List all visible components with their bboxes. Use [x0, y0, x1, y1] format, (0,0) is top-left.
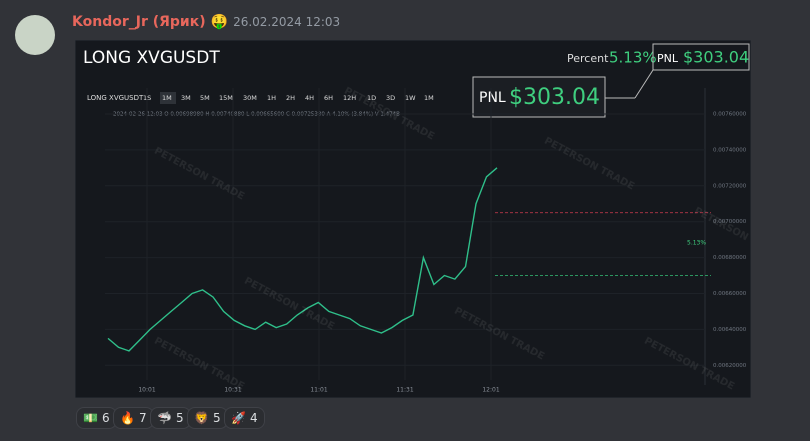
percent-tag: 5.13%	[687, 240, 706, 247]
percent-value: 5.13%	[609, 49, 657, 67]
x-tick-label: 10:31	[224, 387, 241, 394]
pnl-value: $303.04	[683, 48, 749, 67]
reaction[interactable]: 💵 6	[76, 407, 117, 429]
reaction-emoji: 🦁	[194, 411, 209, 425]
big-pnl-label: PNL	[479, 90, 506, 106]
author-name[interactable]: Kondor_Jr (Ярик)	[72, 14, 206, 30]
reaction[interactable]: 🦈 5	[150, 407, 191, 429]
y-tick-label: 0.00660000	[713, 291, 747, 297]
percent-label: Percent	[567, 52, 609, 65]
card-title: LONG XVGUSDT	[83, 48, 220, 68]
interval[interactable]: 12H	[343, 94, 356, 102]
interval[interactable]: 1D	[367, 94, 376, 102]
interval[interactable]: 15M	[219, 94, 233, 102]
big-pnl-value: $303.04	[509, 85, 600, 110]
interval[interactable]: 30M	[243, 94, 257, 102]
reaction-count: 5	[175, 411, 184, 425]
y-tick-label: 0.00740000	[713, 147, 747, 153]
interval[interactable]: 5M	[200, 94, 210, 102]
price-line	[107, 167, 498, 352]
y-tick-label: 0.00680000	[713, 255, 747, 261]
interval[interactable]: 1W	[405, 94, 416, 102]
reaction-emoji: 🚀	[231, 411, 246, 425]
author-emoji: 🤑	[210, 14, 229, 30]
y-tick-label: 0.00640000	[713, 327, 747, 333]
timestamp: 26.02.2024 12:03	[233, 15, 341, 29]
pnl-label: PNL	[657, 52, 679, 65]
symbol: LONG XVGUSDT	[87, 94, 144, 102]
y-tick-label: 0.00720000	[713, 183, 747, 189]
x-tick-label: 12:01	[482, 387, 499, 394]
reaction-count: 4	[249, 411, 258, 425]
trade-card: LONG XVGUSDT Percent 5.13% PNL $303.04 P…	[75, 40, 751, 398]
interval[interactable]: 1M	[424, 94, 434, 102]
y-tick-label: 0.00760000	[713, 112, 747, 118]
card-bg	[75, 40, 751, 398]
reaction-emoji: 🔥	[120, 411, 135, 425]
y-tick-label: 0.00620000	[713, 363, 747, 369]
interval[interactable]: 2H	[286, 94, 295, 102]
x-tick-label: 11:31	[396, 387, 413, 394]
reaction[interactable]: 🚀 4	[224, 407, 265, 429]
y-tick-label: 0.00700000	[713, 219, 747, 225]
reaction-count: 5	[212, 411, 221, 425]
reaction-emoji: 🦈	[157, 411, 172, 425]
big-pnl-box	[472, 76, 606, 118]
reaction-emoji: 💵	[83, 411, 98, 425]
interval[interactable]: 6H	[324, 94, 333, 102]
x-tick-label: 10:01	[138, 387, 155, 394]
avatar[interactable]	[15, 15, 55, 55]
reaction[interactable]: 🦁 5	[187, 407, 228, 429]
interval[interactable]: 1M	[162, 94, 172, 102]
pnl-box	[652, 43, 750, 71]
reaction-count: 7	[138, 411, 147, 425]
interval-active	[160, 92, 176, 104]
interval[interactable]: 3M	[181, 94, 191, 102]
reaction-count: 6	[101, 411, 110, 425]
message-header: Kondor_Jr (Ярик) 🤑 26.02.2024 12:03	[72, 14, 340, 30]
reaction[interactable]: 🔥 7	[113, 407, 154, 429]
interval[interactable]: 3D	[386, 94, 395, 102]
interval[interactable]: 1H	[267, 94, 276, 102]
x-tick-label: 11:01	[310, 387, 327, 394]
interval[interactable]: 4H	[305, 94, 314, 102]
